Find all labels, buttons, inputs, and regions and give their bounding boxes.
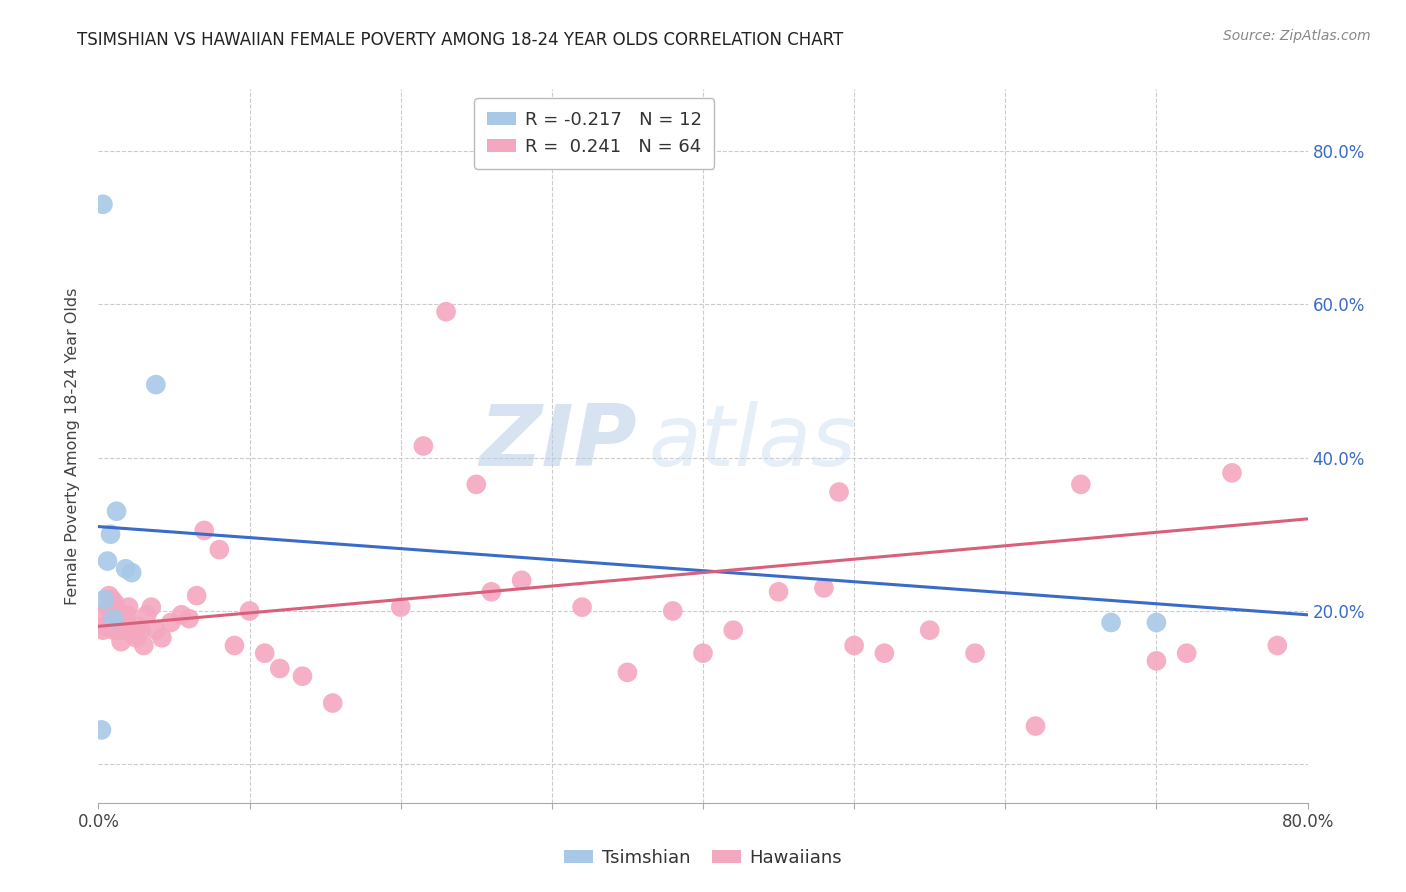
Point xyxy=(253,646,276,660)
Point xyxy=(145,623,167,637)
Point xyxy=(322,696,344,710)
Point xyxy=(127,619,149,633)
Point xyxy=(132,639,155,653)
Point xyxy=(96,554,118,568)
Text: Source: ZipAtlas.com: Source: ZipAtlas.com xyxy=(1223,29,1371,44)
Point xyxy=(91,623,114,637)
Legend: Tsimshian, Hawaiians: Tsimshian, Hawaiians xyxy=(557,842,849,874)
Point xyxy=(389,600,412,615)
Point xyxy=(91,197,114,211)
Point xyxy=(193,524,215,538)
Point xyxy=(571,600,593,615)
Point xyxy=(93,592,115,607)
Point xyxy=(1070,477,1092,491)
Point xyxy=(121,566,143,580)
Point xyxy=(844,639,866,653)
Point xyxy=(160,615,183,630)
Point xyxy=(828,485,851,500)
Point xyxy=(105,615,128,630)
Point xyxy=(114,615,136,630)
Point xyxy=(115,607,138,622)
Text: TSIMSHIAN VS HAWAIIAN FEMALE POVERTY AMONG 18-24 YEAR OLDS CORRELATION CHART: TSIMSHIAN VS HAWAIIAN FEMALE POVERTY AMO… xyxy=(77,31,844,49)
Point xyxy=(111,623,134,637)
Point xyxy=(103,612,125,626)
Point xyxy=(1267,639,1289,653)
Point xyxy=(1144,615,1167,630)
Point xyxy=(150,631,173,645)
Point xyxy=(98,589,121,603)
Point xyxy=(1175,646,1198,660)
Point xyxy=(768,584,790,599)
Point xyxy=(1099,615,1122,630)
Point xyxy=(145,377,167,392)
Point xyxy=(291,669,314,683)
Point xyxy=(239,604,262,618)
Point xyxy=(616,665,638,680)
Point xyxy=(918,623,941,637)
Point xyxy=(224,639,246,653)
Text: atlas: atlas xyxy=(648,401,856,484)
Point xyxy=(101,592,124,607)
Point xyxy=(481,584,503,599)
Point xyxy=(96,600,118,615)
Point xyxy=(107,623,129,637)
Legend: R = -0.217   N = 12, R =  0.241   N = 64: R = -0.217 N = 12, R = 0.241 N = 64 xyxy=(474,98,714,169)
Point xyxy=(412,439,434,453)
Point xyxy=(434,304,457,318)
Point xyxy=(103,623,125,637)
Point xyxy=(105,504,128,518)
Point xyxy=(813,581,835,595)
Point xyxy=(873,646,896,660)
Point xyxy=(723,623,745,637)
Point xyxy=(141,600,163,615)
Point xyxy=(103,607,125,622)
Point xyxy=(135,607,157,622)
Point xyxy=(661,604,683,618)
Y-axis label: Female Poverty Among 18-24 Year Olds: Female Poverty Among 18-24 Year Olds xyxy=(65,287,80,605)
Point xyxy=(692,646,714,660)
Point xyxy=(208,542,231,557)
Point xyxy=(110,634,132,648)
Point xyxy=(1144,654,1167,668)
Point xyxy=(269,661,291,675)
Point xyxy=(100,615,122,630)
Point xyxy=(104,596,127,610)
Point xyxy=(108,607,131,622)
Point xyxy=(965,646,987,660)
Point xyxy=(118,600,141,615)
Point xyxy=(121,623,143,637)
Point xyxy=(179,612,201,626)
Point xyxy=(1024,719,1046,733)
Point xyxy=(186,589,208,603)
Point xyxy=(170,607,193,622)
Point xyxy=(90,723,112,737)
Point xyxy=(465,477,488,491)
Point xyxy=(114,562,136,576)
Point xyxy=(94,607,117,622)
Point xyxy=(125,631,148,645)
Point xyxy=(100,527,122,541)
Point xyxy=(93,619,115,633)
Point xyxy=(510,574,533,588)
Point xyxy=(122,627,145,641)
Text: ZIP: ZIP xyxy=(479,401,637,484)
Point xyxy=(1220,466,1243,480)
Point xyxy=(129,623,152,637)
